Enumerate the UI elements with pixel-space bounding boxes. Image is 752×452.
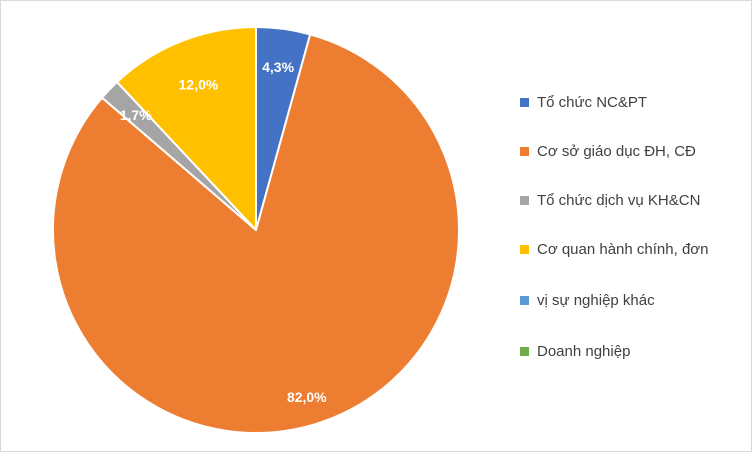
legend-swatch-to-chuc-dich-vu: [520, 195, 529, 205]
legend-item-doanh-nghiep: Doanh nghiệp: [520, 341, 630, 361]
legend-swatch-vi-su-nghiep-khac: [520, 295, 529, 305]
legend-swatch-doanh-nghiep: [520, 346, 529, 356]
legend-item-to-chuc-dich-vu: Tổ chức dịch vụ KH&CN: [520, 190, 700, 210]
legend-item-co-quan-hanh-chinh: Cơ quan hành chính, đơn: [520, 239, 708, 259]
legend-label-doanh-nghiep: Doanh nghiệp: [537, 342, 631, 360]
legend-label-to-chuc-dich-vu: Tổ chức dịch vụ KH&CN: [537, 191, 701, 209]
legend-item-to-chuc-nc-pt: Tổ chức NC&PT: [520, 92, 647, 112]
legend: Tổ chức NC&PT Cơ sở giáo dục ĐH, CĐ Tổ c…: [520, 1, 745, 451]
legend-swatch-co-so-giao-duc: [520, 146, 529, 156]
data-label-0: 4,3%: [262, 59, 294, 75]
pie-slice-1: [52, 33, 460, 434]
legend-label-co-so-giao-duc: Cơ sở giáo dục ĐH, CĐ: [537, 142, 696, 160]
legend-item-vi-su-nghiep-khac: vị sự nghiệp khác: [520, 290, 655, 310]
pie-slice-3: [116, 26, 257, 231]
data-label-2: 1,7%: [120, 107, 152, 123]
legend-item-co-so-giao-duc: Cơ sở giáo dục ĐH, CĐ: [520, 141, 696, 161]
legend-swatch-co-quan-hanh-chinh: [520, 244, 529, 254]
legend-swatch-to-chuc-nc-pt: [520, 97, 529, 107]
legend-label-co-quan-hanh-chinh: Cơ quan hành chính, đơn: [537, 240, 709, 258]
data-label-1: 82,0%: [287, 389, 327, 405]
legend-label-to-chuc-nc-pt: Tổ chức NC&PT: [537, 93, 648, 111]
legend-label-vi-su-nghiep-khac: vị sự nghiệp khác: [537, 291, 655, 309]
data-label-3: 12,0%: [179, 77, 219, 93]
